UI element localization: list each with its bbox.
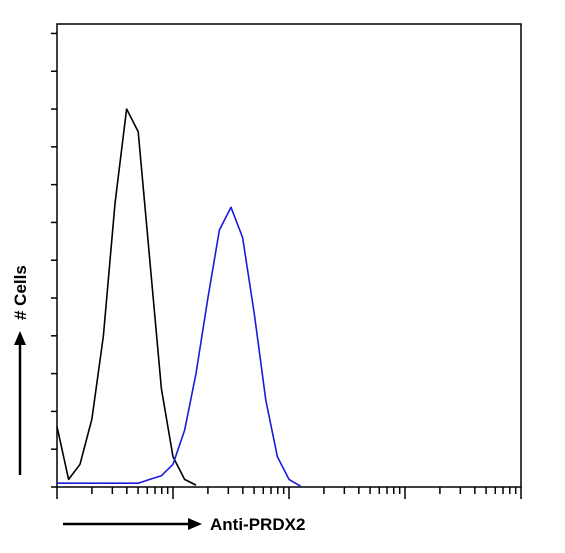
histogram-line [57,206,302,487]
x-axis-label: Anti-PRDX2 [210,515,305,534]
y-arrowhead [14,331,26,345]
histogram-line [56,108,197,486]
y-axis-label: # Cells [11,265,30,320]
plot-frame [56,23,522,488]
x-arrowhead [188,518,202,530]
